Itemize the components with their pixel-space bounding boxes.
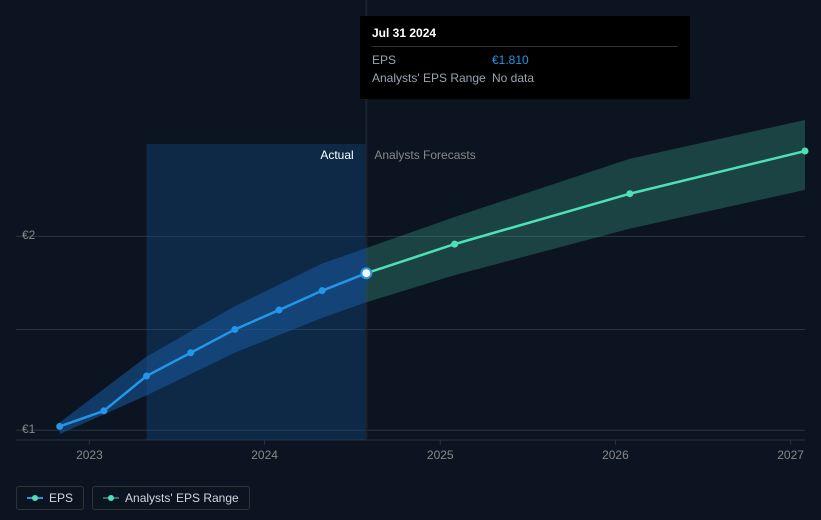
x-tick-label: 2024 [251,448,278,462]
legend-label: EPS [49,491,73,505]
y-tick-label: €1 [22,422,35,436]
tooltip-date: Jul 31 2024 [372,26,678,40]
legend: EPS Analysts' EPS Range [16,486,250,510]
region-label-actual: Actual [320,148,353,162]
tooltip-value: No data [492,71,534,85]
y-tick-label: €2 [22,228,35,242]
chart-tooltip: Jul 31 2024 EPS€1.810Analysts' EPS Range… [360,16,690,99]
x-tick-label: 2025 [427,448,454,462]
eps-chart: Jul 31 2024 EPS€1.810Analysts' EPS Range… [0,0,821,520]
legend-label: Analysts' EPS Range [125,491,239,505]
tooltip-row: Analysts' EPS RangeNo data [372,71,678,85]
legend-swatch [27,494,43,502]
legend-item[interactable]: EPS [16,486,84,510]
legend-swatch [103,494,119,502]
tooltip-value: €1.810 [492,53,529,67]
tooltip-row: EPS€1.810 [372,53,678,67]
x-tick-label: 2027 [777,448,804,462]
region-label-forecast: Analysts Forecasts [374,148,475,162]
x-tick-label: 2023 [76,448,103,462]
x-tick-label: 2026 [602,448,629,462]
tooltip-key: EPS [372,53,492,67]
tooltip-key: Analysts' EPS Range [372,71,492,85]
legend-item[interactable]: Analysts' EPS Range [92,486,250,510]
